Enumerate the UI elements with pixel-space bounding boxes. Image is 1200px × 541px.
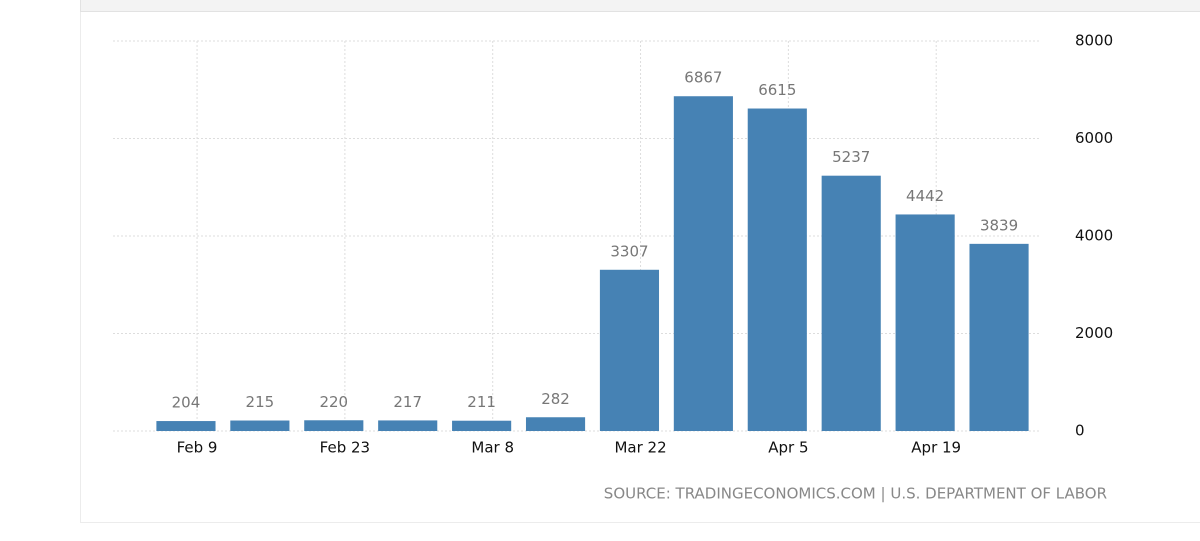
y-tick-label: 2000	[1075, 324, 1113, 342]
top-bar	[80, 0, 1200, 12]
x-tick-label: Feb 9	[177, 439, 218, 457]
value-label: 3307	[610, 242, 648, 260]
value-label: 3839	[980, 216, 1018, 234]
bar	[452, 420, 512, 431]
value-label: 6615	[758, 81, 796, 99]
x-tick-label: Mar 22	[614, 439, 666, 457]
bar	[230, 420, 290, 431]
value-label: 282	[541, 390, 570, 408]
y-tick-label: 4000	[1075, 227, 1113, 245]
chart-panel	[80, 12, 1200, 523]
x-tick-label: Apr 19	[911, 439, 961, 457]
value-label: 204	[172, 394, 201, 412]
bar	[525, 417, 586, 431]
bar	[969, 243, 1029, 431]
value-label: 6867	[684, 69, 722, 87]
value-label: 215	[246, 393, 275, 411]
bar	[378, 420, 438, 431]
value-label: 5237	[832, 148, 870, 166]
x-tick-label: Mar 8	[471, 439, 514, 457]
x-tick-label: Apr 5	[768, 439, 808, 457]
bar	[821, 175, 881, 431]
y-tick-label: 6000	[1075, 129, 1113, 147]
bar	[895, 214, 955, 431]
value-label: 211	[467, 393, 496, 411]
x-tick-label: Feb 23	[320, 439, 370, 457]
source-note: SOURCE: TRADINGECONOMICS.COM | U.S. DEPA…	[604, 485, 1107, 503]
y-tick-label: 8000	[1075, 32, 1113, 50]
bar	[747, 108, 807, 432]
bar	[304, 420, 364, 431]
bar	[673, 96, 733, 431]
value-label: 220	[319, 393, 348, 411]
bar	[156, 421, 216, 431]
value-label: 217	[393, 393, 422, 411]
value-label: 4442	[906, 187, 944, 205]
y-tick-label: 0	[1075, 422, 1085, 440]
bar	[599, 269, 660, 431]
